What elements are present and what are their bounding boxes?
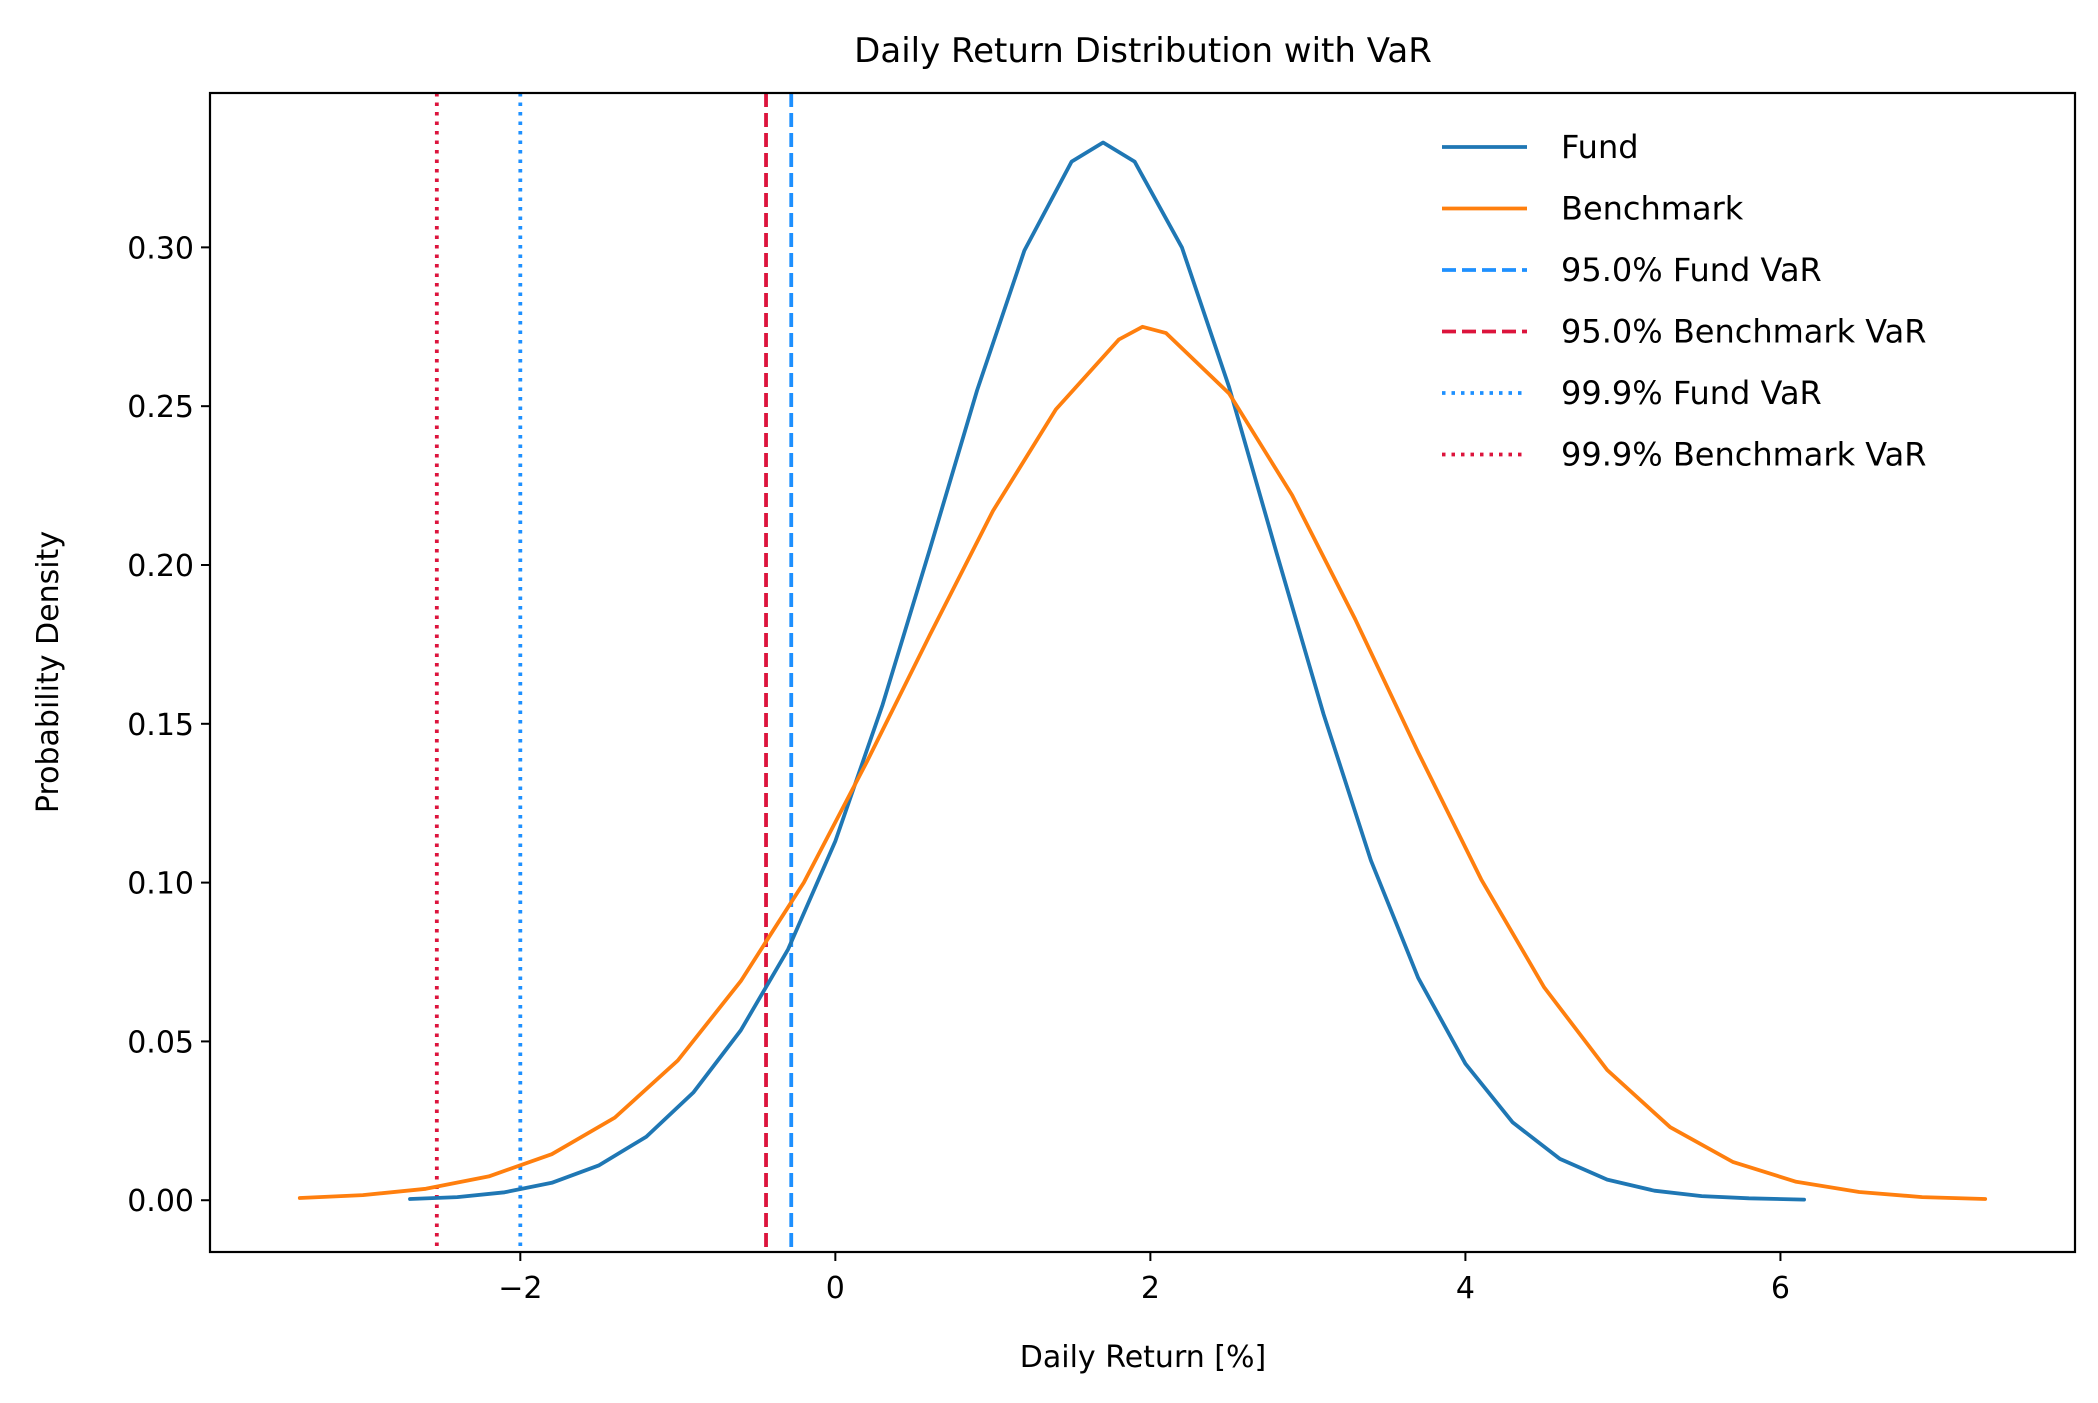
legend-label-2: Benchmark <box>1561 190 1744 228</box>
chart-title: Daily Return Distribution with VaR <box>854 31 1432 71</box>
y-tick-label: 0.30 <box>127 231 194 266</box>
y-tick-label: 0.20 <box>127 549 194 584</box>
y-tick-label: 0.25 <box>127 390 194 425</box>
plot-frame <box>208 91 2077 1254</box>
legend-label-5: 99.9% Fund VaR <box>1561 374 1822 412</box>
x-tick-label: 2 <box>1141 1271 1160 1306</box>
y-tick-label: 0.00 <box>127 1184 194 1219</box>
series-line-benchmark <box>297 324 1988 1201</box>
x-axis-label: Daily Return [%] <box>1020 1340 1266 1375</box>
x-tick-label: 4 <box>1456 1271 1475 1306</box>
y-axis: 0.00 0.05 0.10 0.15 0.20 0.25 0.30 <box>127 231 210 1219</box>
series-line-fund <box>408 140 1806 1202</box>
y-tick-label: 0.10 <box>127 867 194 902</box>
legend-label-4: 95.0% Benchmark VaR <box>1561 313 1927 351</box>
x-tick-label: 0 <box>826 1271 845 1306</box>
x-tick-label: 6 <box>1771 1271 1790 1306</box>
y-tick-label: 0.05 <box>127 1025 194 1060</box>
plot-area <box>297 93 1988 1252</box>
x-tick-label: −2 <box>498 1271 542 1306</box>
x-axis: −2 0 2 4 6 <box>498 1252 1790 1306</box>
y-tick-label: 0.15 <box>127 708 194 743</box>
legend: Fund Benchmark 95.0% Fund VaR 95.0% Benchma… <box>1442 128 1927 474</box>
y-axis-label: Probability Density <box>31 531 66 813</box>
legend-label-1: Fund <box>1561 128 1639 166</box>
legend-label-3: 95.0% Fund VaR <box>1561 251 1822 289</box>
legend-label-6: 99.9% Benchmark VaR <box>1561 436 1927 474</box>
